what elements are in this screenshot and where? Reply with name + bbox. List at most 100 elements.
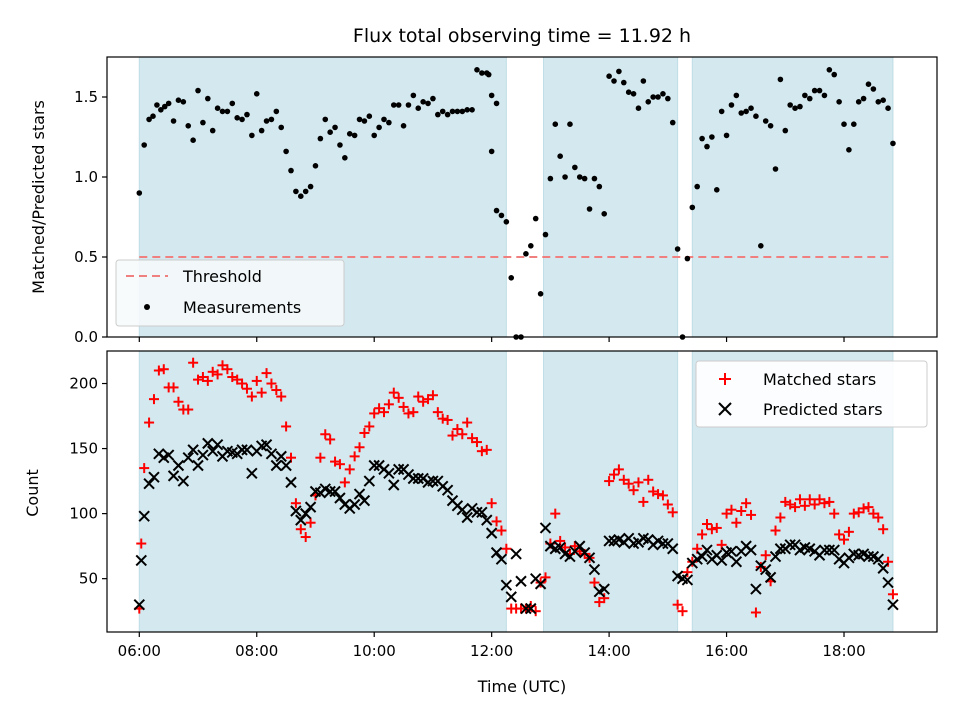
matched-star-point — [393, 392, 404, 403]
measurement-point — [381, 116, 387, 123]
x-tick-label: 14:00 — [587, 642, 630, 660]
measurement-point — [400, 123, 407, 129]
matched-star-point — [139, 463, 150, 474]
measurement-point — [297, 193, 304, 199]
measurement-point — [214, 105, 221, 111]
matched-star-point — [354, 442, 365, 453]
predicted-star-point — [348, 498, 361, 511]
measurement-point — [479, 70, 485, 76]
predicted-star-point — [441, 484, 454, 496]
measurement-point — [704, 143, 710, 150]
matched-star-point — [653, 489, 664, 500]
matched-star-point — [471, 437, 482, 448]
predicted-star-point — [818, 544, 831, 556]
predicted-star-point — [172, 459, 185, 472]
measurement-point — [630, 91, 637, 97]
x-tick-label: 12:00 — [470, 642, 513, 660]
predicted-star-point — [715, 554, 728, 567]
matched-star-point — [457, 429, 468, 440]
measurement-point — [376, 124, 382, 131]
x-tick-label: 06:00 — [118, 642, 161, 660]
counts-y-axis-label: Count — [23, 469, 42, 517]
measurement-point — [307, 183, 314, 190]
measurement-point — [753, 113, 759, 119]
predicted-star-point — [260, 438, 273, 451]
measurement-point — [870, 86, 877, 92]
measurement-point — [841, 121, 847, 127]
measurement-point — [239, 116, 245, 123]
measurement-point — [567, 121, 573, 127]
measurement-point — [547, 175, 554, 182]
measurement-point — [405, 102, 412, 108]
measurement-point — [562, 174, 568, 180]
matched-star-point — [858, 503, 869, 514]
matched-star-point — [599, 593, 610, 604]
matched-star-point — [790, 502, 801, 513]
matched-star-point — [486, 498, 497, 509]
matched-star-point — [701, 519, 712, 530]
measurement-point — [209, 127, 216, 134]
measurement-point — [395, 102, 402, 108]
predicted-star-point — [192, 459, 204, 472]
matched-star-point — [256, 387, 267, 398]
measurement-point — [625, 89, 632, 95]
measurement-point — [611, 78, 617, 84]
predicted-star-point — [725, 545, 738, 558]
measurement-point — [180, 99, 187, 105]
predicted-star-point — [133, 598, 146, 611]
matched-star-point — [741, 498, 752, 509]
matched-star-point — [613, 464, 624, 475]
x-tick-label: 10:00 — [353, 642, 396, 660]
measurement-point — [718, 108, 725, 115]
predicted-star-point — [828, 544, 840, 556]
measurement-point — [469, 107, 475, 113]
measurement-point — [444, 111, 451, 118]
matched-star-point — [609, 469, 620, 480]
predicted-star-point — [324, 485, 336, 498]
matched-star-point — [241, 383, 252, 394]
ratio-legend: Threshold Measurements — [115, 259, 345, 327]
predicted-star-point — [515, 575, 527, 587]
measurement-point — [831, 71, 838, 78]
measurement-point — [811, 87, 818, 94]
measurement-point — [141, 142, 147, 148]
measurement-point — [606, 73, 612, 79]
predicted-star-point — [270, 459, 283, 472]
measurement-point — [205, 95, 211, 102]
measurement-point — [200, 119, 206, 126]
measurement-point — [689, 204, 696, 211]
measurement-point — [165, 100, 172, 107]
predicted-star-point — [730, 556, 743, 568]
predicted-star-point — [769, 550, 782, 563]
matched-star-point — [447, 430, 458, 441]
measurement-point — [195, 87, 201, 94]
matched-star-point — [427, 390, 438, 401]
matched-star-point — [643, 474, 654, 485]
measurement-point — [415, 105, 422, 111]
matched-star-point — [481, 444, 492, 455]
measurement-point — [351, 132, 358, 139]
matched-star-point — [462, 417, 473, 428]
predicted-star-point — [392, 463, 405, 476]
measurement-point — [175, 97, 182, 103]
measurement-point — [488, 148, 495, 155]
matched-star-point — [697, 529, 708, 540]
measurement-point — [826, 67, 833, 73]
predicted-star-point — [877, 562, 889, 574]
measurement-point — [890, 140, 896, 147]
predicted-star-point — [667, 543, 679, 555]
matched-star-point — [804, 494, 815, 505]
ratio-panel-frame — [106, 56, 938, 338]
predicted-star-point — [162, 449, 175, 461]
predicted-star-point — [681, 574, 694, 586]
matched-star-point — [819, 498, 830, 509]
legend-predicted-swatch — [718, 402, 732, 416]
measurement-point — [802, 92, 808, 99]
matched-star-point — [349, 451, 360, 462]
matched-star-point — [188, 357, 199, 368]
legend-predicted-label: Predicted stars — [763, 400, 883, 419]
matched-star-point — [315, 452, 326, 463]
matched-star-point — [305, 517, 316, 528]
measurement-point — [498, 212, 505, 219]
measurement-point — [253, 91, 260, 97]
